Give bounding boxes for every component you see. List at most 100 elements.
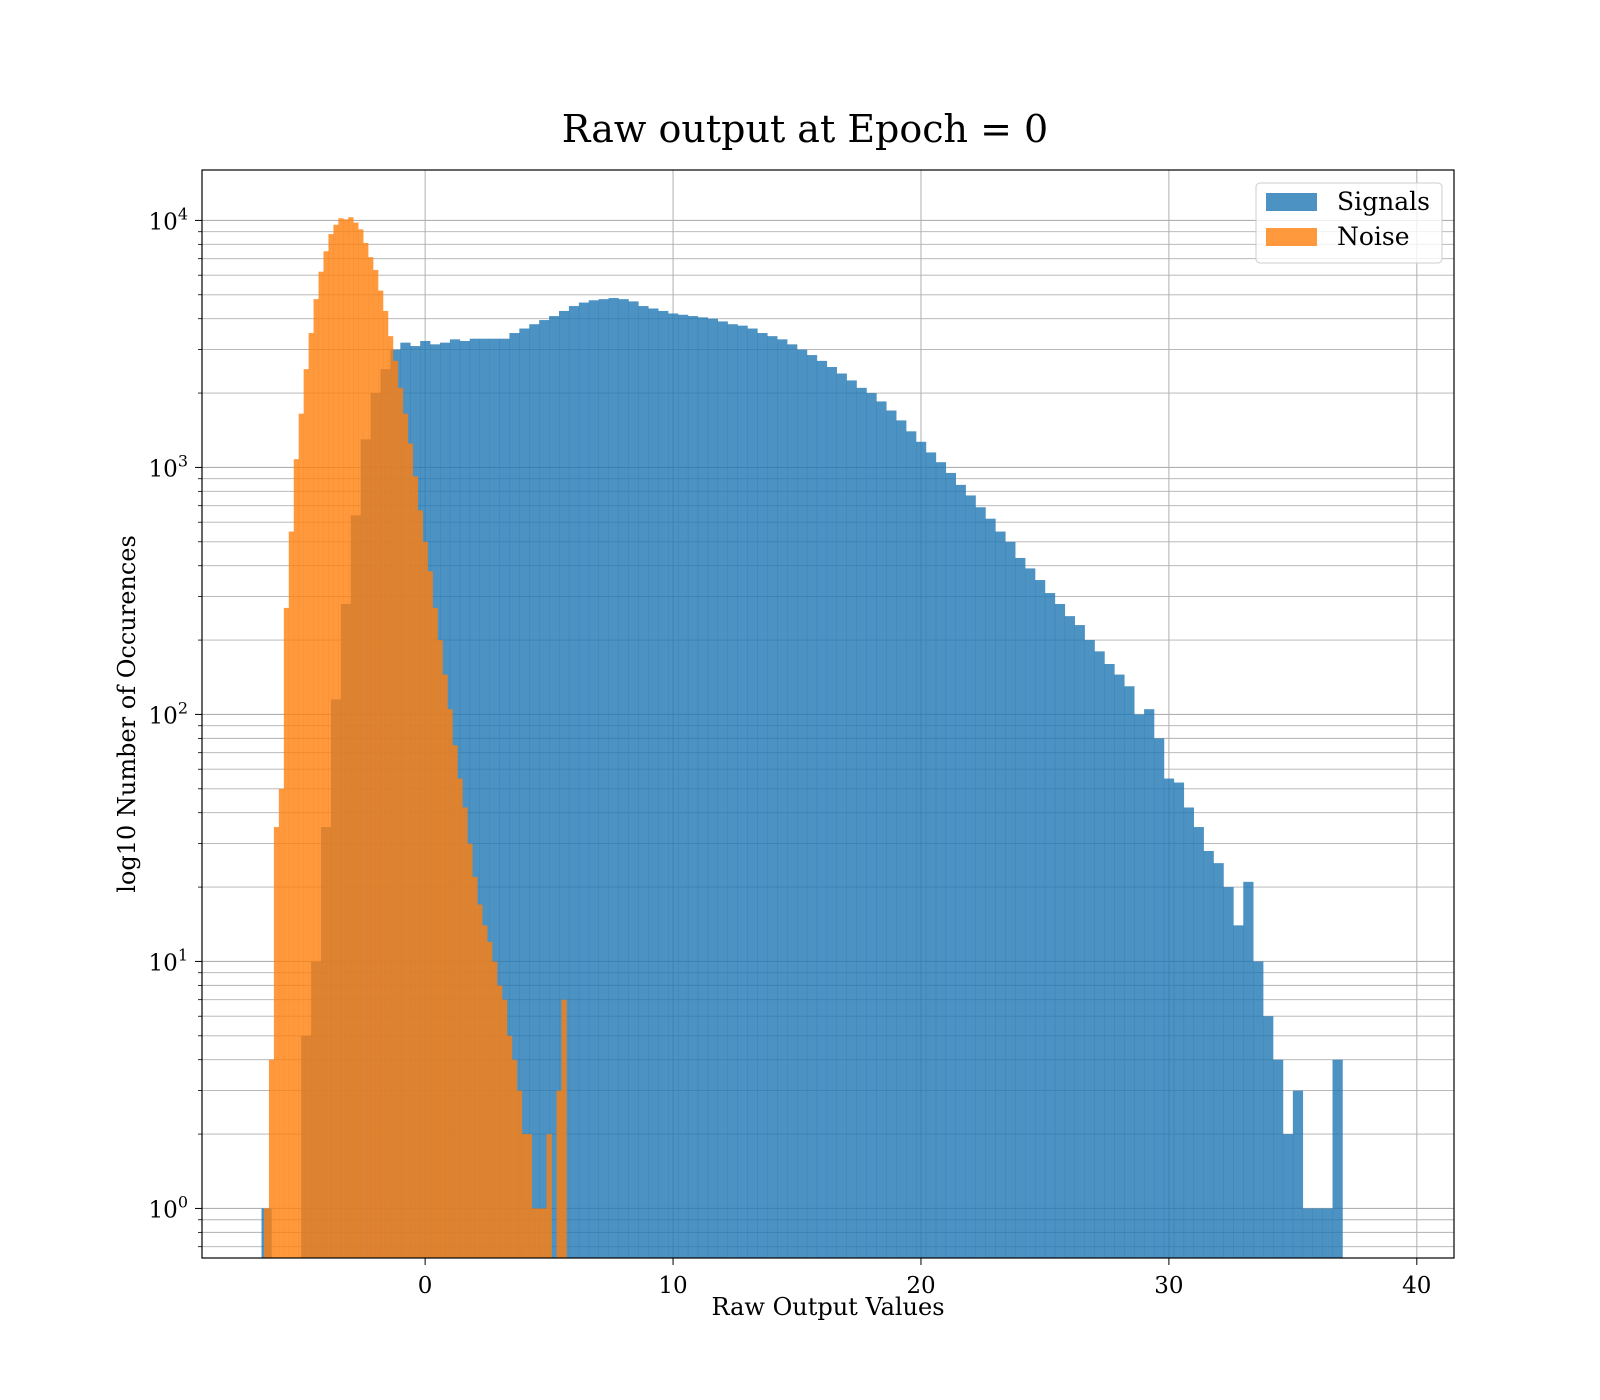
bar-noise [482, 925, 488, 1258]
bar-noise [293, 459, 299, 1258]
bar-signals [1253, 961, 1264, 1258]
x-tick-label: 0 [418, 1273, 433, 1299]
bar-signals [1312, 1208, 1323, 1258]
bar-signals [896, 420, 907, 1258]
bar-noise [402, 413, 409, 1258]
bar-noise [531, 1208, 537, 1258]
bar-noise [432, 607, 438, 1258]
bar-signals [1064, 616, 1075, 1258]
bar-noise [477, 904, 483, 1258]
bar-noise [338, 218, 344, 1258]
bar-signals [806, 355, 818, 1258]
bar-signals [767, 336, 778, 1258]
x-tick-label: 10 [658, 1273, 687, 1299]
bar-noise [516, 1090, 523, 1258]
bar-noise [561, 999, 567, 1258]
bar-signals [608, 298, 619, 1258]
bar-noise [447, 709, 453, 1258]
bar-signals [1044, 593, 1056, 1258]
bar-noise [333, 224, 339, 1258]
x-tick-label: 30 [1154, 1273, 1183, 1299]
bar-noise [541, 1208, 547, 1258]
bar-signals [995, 531, 1006, 1258]
chart-title: Raw output at Epoch = 0 [562, 107, 1048, 151]
bar-noise [328, 234, 334, 1258]
bar-noise [437, 640, 443, 1258]
bar-signals [955, 484, 966, 1258]
bar-signals [1322, 1208, 1333, 1258]
series-noise [263, 217, 567, 1259]
bar-signals [945, 472, 956, 1258]
bar-noise [368, 257, 374, 1258]
bar-noise [427, 571, 433, 1258]
bar-noise [318, 271, 324, 1258]
bar-signals [777, 339, 788, 1259]
legend-swatch-signals [1266, 193, 1317, 211]
bar-signals [668, 313, 679, 1259]
y-axis-label: log10 Number of Occurences [113, 535, 141, 893]
bar-noise [313, 299, 319, 1258]
bar-noise [412, 476, 418, 1258]
bar-signals [717, 321, 728, 1258]
bar-signals [1035, 580, 1046, 1258]
bar-noise [392, 360, 399, 1258]
bar-signals [1203, 850, 1214, 1258]
bar-noise [452, 745, 458, 1258]
bar-signals [687, 316, 699, 1258]
bar-noise [497, 985, 503, 1258]
bar-signals [886, 410, 897, 1258]
bar-signals [568, 306, 580, 1259]
bar-signals [1223, 887, 1234, 1258]
bar-signals [549, 316, 560, 1258]
bar-noise [353, 222, 359, 1259]
bar-signals [916, 441, 927, 1258]
bar-noise [343, 219, 349, 1259]
bar-noise [288, 531, 295, 1258]
bar-noise [467, 843, 473, 1258]
bar-signals [489, 338, 500, 1258]
bar-signals [499, 338, 510, 1258]
bar-signals [529, 324, 540, 1259]
bar-noise [378, 290, 384, 1258]
bar-signals [638, 306, 649, 1259]
bar-signals [539, 320, 550, 1258]
axis-ticks: 0 10 20 30 40 100 101 102 103 104 [149, 204, 1432, 1299]
bar-noise [462, 807, 468, 1258]
bar-noise [546, 1134, 552, 1258]
bar-signals [1114, 674, 1125, 1258]
bar-noise [303, 369, 309, 1258]
bar-signals [618, 299, 629, 1258]
bars-layer [261, 217, 1343, 1259]
bar-signals [1005, 541, 1016, 1258]
bar-signals [1154, 738, 1165, 1258]
bar-noise [268, 1059, 275, 1258]
bar-signals [628, 301, 639, 1258]
bar-signals [965, 495, 976, 1259]
bar-noise [387, 336, 394, 1258]
bar-signals [1273, 1059, 1284, 1258]
bar-signals [935, 462, 947, 1258]
bar-noise [363, 243, 369, 1258]
bar-noise [506, 1035, 513, 1258]
bar-signals [787, 344, 798, 1259]
bar-noise [442, 674, 448, 1258]
bar-signals [578, 302, 590, 1258]
bar-noise [521, 1134, 528, 1258]
bar-noise [263, 1208, 270, 1258]
bar-signals [588, 300, 599, 1258]
bar-signals [1213, 863, 1224, 1258]
bar-signals [836, 373, 847, 1258]
legend-swatch-noise [1266, 228, 1317, 246]
bar-signals [1084, 640, 1095, 1258]
y-tick-label: 101 [149, 945, 188, 976]
bar-signals [846, 380, 857, 1258]
bar-signals [1282, 1134, 1294, 1258]
bar-signals [816, 360, 828, 1258]
bar-signals [598, 299, 609, 1258]
bar-noise [511, 1059, 518, 1258]
x-tick-label: 40 [1402, 1273, 1431, 1299]
bar-signals [925, 452, 937, 1258]
legend-label-noise: Noise [1337, 222, 1410, 251]
bar-noise [526, 1134, 533, 1258]
bar-signals [1134, 714, 1145, 1258]
